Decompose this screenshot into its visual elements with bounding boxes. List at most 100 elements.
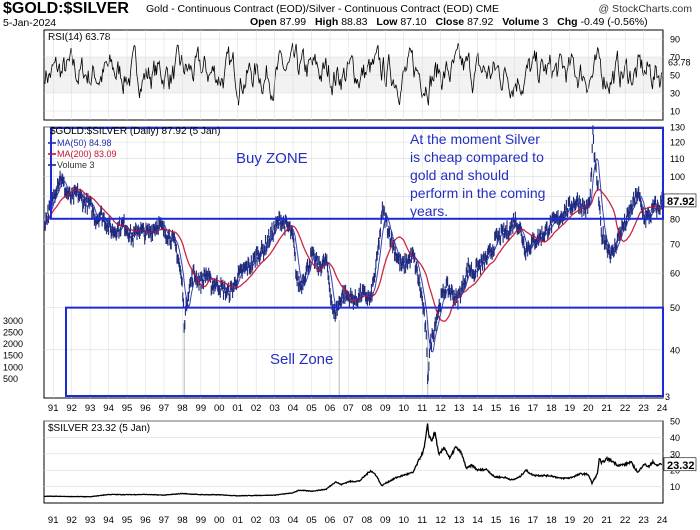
ratio-x-tick-label: 91 xyxy=(48,403,59,414)
ratio-tick-label: 80 xyxy=(670,214,680,224)
silver-last-value-tag xyxy=(663,457,697,472)
silver-x-tick-label: 99 xyxy=(196,515,207,526)
rsi-legend: RSI(14) 63.78 xyxy=(48,32,111,43)
ratio-x-tick-label: 13 xyxy=(454,403,465,414)
silver-x-tick-label: 97 xyxy=(159,515,170,526)
ratio-x-tick-label: 00 xyxy=(214,403,225,414)
silver-x-tick-label: 21 xyxy=(601,515,612,526)
buy-zone-box xyxy=(50,127,664,220)
silver-x-tick-label: 12 xyxy=(435,515,446,526)
ratio-last-value-label: 87.92 xyxy=(667,196,695,208)
volume-tick-label: 3000 xyxy=(3,316,23,326)
silver-last-value-label: 23.32 xyxy=(667,460,695,472)
ohlc-readout: Open 87.99 High 88.83 Low 87.10 Close 87… xyxy=(250,16,648,28)
ratio-x-tick-label: 22 xyxy=(620,403,631,414)
silver-x-tick-label: 11 xyxy=(417,515,427,526)
silver-tick-label: 50 xyxy=(670,417,680,427)
ratio-x-tick-label: 23 xyxy=(638,403,649,414)
volume-tick-label: 1000 xyxy=(3,362,23,372)
silver-x-tick-label: 08 xyxy=(362,515,373,526)
symbol-description: Gold - Continuous Contract (EOD)/Silver … xyxy=(146,3,500,15)
ratio-legend-entry: MA(50) 84.98 xyxy=(57,138,112,148)
ratio-x-tick-label: 19 xyxy=(565,403,576,414)
silver-x-tick-label: 09 xyxy=(380,515,391,526)
ratio-x-tick-label: 18 xyxy=(546,403,557,414)
silver-x-tick-label: 15 xyxy=(491,515,502,526)
silver-x-tick-label: 91 xyxy=(48,515,59,526)
ratio-tick-label: 110 xyxy=(670,154,684,164)
ratio-x-tick-label: 96 xyxy=(140,403,151,414)
ratio-panel-frame xyxy=(43,126,664,399)
volume-current-label: 3 xyxy=(665,392,670,402)
ratio-x-tick-label: 24 xyxy=(657,403,668,414)
ratio-x-tick-label: 03 xyxy=(269,403,280,414)
ratio-x-tick-label: 05 xyxy=(306,403,317,414)
ratio-tick-label: 120 xyxy=(670,138,685,148)
silver-x-tick-label: 06 xyxy=(325,515,336,526)
silver-x-tick-label: 03 xyxy=(269,515,280,526)
symbol-title: $GOLD:$SILVER xyxy=(3,0,129,17)
sell-zone-label: Sell Zone xyxy=(270,351,333,368)
silver-x-tick-label: 13 xyxy=(454,515,465,526)
silver-x-tick-label: 14 xyxy=(472,515,483,526)
ratio-x-tick-label: 98 xyxy=(177,403,188,414)
ratio-tick-label: 40 xyxy=(670,345,680,355)
ratio-tick-label: 50 xyxy=(670,303,680,313)
sell-zone-box xyxy=(65,306,664,398)
volume-tick-label: 500 xyxy=(3,374,18,384)
ratio-x-tick-label: 94 xyxy=(103,403,114,414)
silver-x-tick-label: 07 xyxy=(343,515,354,526)
rsi-tick-label: 70 xyxy=(670,53,680,63)
silver-x-tick-label: 95 xyxy=(122,515,133,526)
silver-x-tick-label: 18 xyxy=(546,515,557,526)
ratio-x-tick-label: 17 xyxy=(528,403,539,414)
ratio-x-tick-label: 08 xyxy=(362,403,373,414)
silver-legend: $SILVER 23.32 (5 Jan) xyxy=(48,423,150,434)
silver-x-tick-label: 96 xyxy=(140,515,151,526)
ratio-x-tick-label: 06 xyxy=(325,403,336,414)
ratio-x-tick-label: 10 xyxy=(398,403,409,414)
ratio-x-tick-label: 92 xyxy=(66,403,77,414)
silver-tick-label: 10 xyxy=(670,482,680,492)
ratio-tick-label: 130 xyxy=(670,123,685,133)
silver-comment-annotation: At the moment Silver is cheap compared to… xyxy=(410,131,545,219)
ratio-x-tick-label: 01 xyxy=(232,403,243,414)
ratio-tick-label: 70 xyxy=(670,240,680,250)
ratio-x-tick-label: 14 xyxy=(472,403,483,414)
ratio-legend-entry: Volume 3 xyxy=(57,160,95,170)
silver-x-tick-label: 22 xyxy=(620,515,631,526)
watermark: @ StockCharts.com xyxy=(598,3,692,15)
silver-x-tick-label: 00 xyxy=(214,515,225,526)
ratio-x-tick-label: 04 xyxy=(288,403,299,414)
ratio-x-tick-label: 95 xyxy=(122,403,133,414)
ratio-x-tick-label: 09 xyxy=(380,403,391,414)
ratio-legend-title: $GOLD:$SILVER (Daily) 87.92 (5 Jan) xyxy=(50,126,220,137)
silver-x-tick-label: 17 xyxy=(528,515,539,526)
ma200-line xyxy=(43,188,663,322)
chart-header: $GOLD:$SILVER Gold - Continuous Contract… xyxy=(0,0,700,30)
ratio-x-tick-label: 93 xyxy=(85,403,96,414)
silver-x-tick-label: 02 xyxy=(251,515,262,526)
silver-x-tick-label: 04 xyxy=(288,515,299,526)
ratio-legend-entry: MA(200) 83.09 xyxy=(57,149,117,159)
volume-tick-label: 1500 xyxy=(3,351,23,361)
rsi-tick-label: 50 xyxy=(670,71,680,81)
ratio-x-tick-label: 11 xyxy=(417,403,427,414)
ratio-x-tick-label: 07 xyxy=(343,403,354,414)
silver-panel-frame xyxy=(43,420,664,504)
ratio-x-tick-label: 20 xyxy=(583,403,594,414)
buy-zone-label: Buy ZONE xyxy=(236,150,308,167)
quote-date: 5-Jan-2024 xyxy=(3,17,57,29)
ratio-x-tick-label: 16 xyxy=(509,403,520,414)
silver-x-tick-label: 92 xyxy=(66,515,77,526)
ratio-tick-label: 60 xyxy=(670,269,680,279)
rsi-current-label: 63.78 xyxy=(668,58,691,68)
rsi-tick-label: 30 xyxy=(670,89,680,99)
silver-x-tick-label: 19 xyxy=(565,515,576,526)
silver-x-tick-label: 98 xyxy=(177,515,188,526)
silver-tick-label: 40 xyxy=(670,433,680,443)
silver-x-tick-label: 01 xyxy=(232,515,243,526)
volume-tick-label: 2500 xyxy=(3,327,23,337)
ratio-x-tick-label: 02 xyxy=(251,403,262,414)
